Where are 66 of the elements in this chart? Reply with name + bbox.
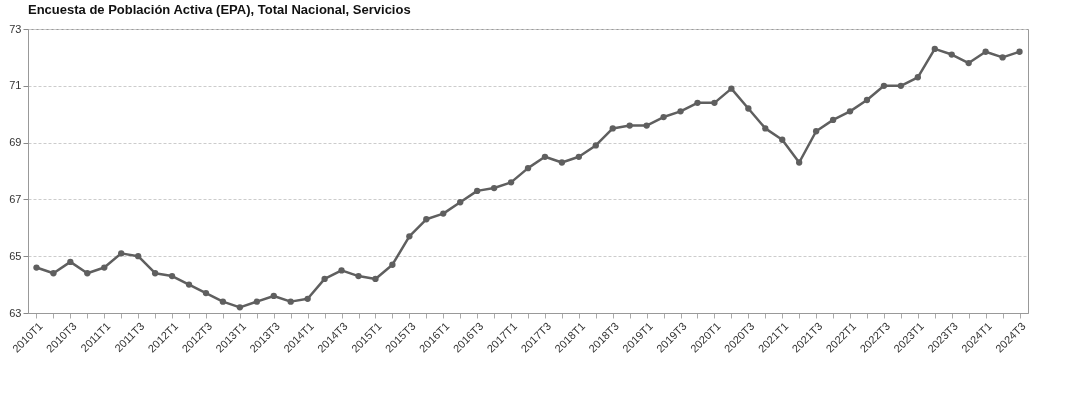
y-tick-label: 65 xyxy=(9,249,22,262)
point xyxy=(490,184,498,192)
y-tick-label: 73 xyxy=(9,22,22,35)
point xyxy=(457,199,464,206)
point xyxy=(880,82,888,89)
point xyxy=(829,116,837,124)
point xyxy=(796,159,803,166)
point xyxy=(575,153,583,160)
chart-title: Encuesta de Población Activa (EPA), Total Nacional, Servicios xyxy=(28,2,411,17)
point xyxy=(338,267,345,274)
point xyxy=(304,295,311,302)
point xyxy=(135,253,142,260)
point xyxy=(965,59,972,67)
point xyxy=(219,298,227,305)
point xyxy=(389,261,396,268)
point xyxy=(406,233,413,240)
point xyxy=(185,281,193,288)
point xyxy=(84,270,91,277)
point xyxy=(1016,48,1023,55)
point xyxy=(694,99,701,106)
point xyxy=(728,85,735,92)
point xyxy=(101,264,108,271)
point xyxy=(609,125,616,132)
point xyxy=(168,272,176,280)
point xyxy=(914,74,921,81)
point xyxy=(423,216,430,223)
point xyxy=(931,45,938,53)
point xyxy=(982,48,989,55)
point xyxy=(151,270,159,277)
y-tick-label: 63 xyxy=(9,306,22,319)
point xyxy=(202,289,210,297)
point xyxy=(541,153,549,160)
y-tick-label: 69 xyxy=(9,136,22,149)
point xyxy=(643,122,650,129)
point xyxy=(592,142,599,149)
point xyxy=(897,82,905,89)
point xyxy=(440,210,447,217)
point xyxy=(948,51,955,58)
point xyxy=(863,96,871,104)
point xyxy=(473,187,481,195)
point xyxy=(558,159,566,166)
point xyxy=(236,304,244,311)
point xyxy=(711,99,718,106)
point xyxy=(762,125,769,132)
point xyxy=(677,108,684,115)
point xyxy=(355,272,362,280)
point xyxy=(118,250,125,257)
point xyxy=(50,270,57,277)
point xyxy=(321,275,328,283)
point xyxy=(626,122,633,129)
point xyxy=(999,54,1006,61)
point xyxy=(287,298,294,305)
point xyxy=(372,275,379,283)
point xyxy=(67,258,74,266)
point xyxy=(524,165,532,172)
point xyxy=(846,108,854,115)
point xyxy=(253,298,260,305)
point xyxy=(660,113,667,121)
point xyxy=(779,136,786,143)
point xyxy=(270,292,277,300)
y-tick-label: 71 xyxy=(9,79,22,92)
point xyxy=(507,179,515,186)
y-tick-label: 67 xyxy=(9,192,22,205)
point xyxy=(812,128,820,135)
point xyxy=(33,264,40,271)
point xyxy=(745,105,752,112)
